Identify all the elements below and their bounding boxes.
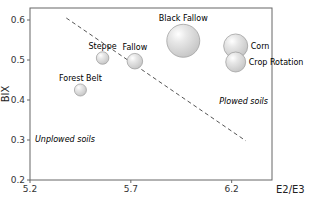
bubble (96, 52, 109, 65)
group-label: Unplowed soils (35, 135, 95, 144)
y-tick (27, 180, 30, 181)
y-axis-label: BIX (0, 86, 11, 103)
x-tick (231, 180, 232, 183)
y-tick (27, 140, 30, 141)
y-tick (27, 60, 30, 61)
bubble-label: Steppe (88, 42, 116, 51)
y-tick (27, 20, 30, 21)
plot-frame (30, 8, 272, 180)
bubble-label: Forest Belt (59, 74, 102, 83)
bubble (127, 53, 143, 69)
bubble-label: Corn (251, 42, 270, 51)
bubble-label: Crop Rotation (249, 58, 304, 67)
bubble-label: Fallow (123, 43, 148, 52)
y-tick (27, 100, 30, 101)
x-axis-label: E2/E3 (276, 184, 305, 195)
x-tick (130, 180, 131, 183)
x-tick-label: 6.2 (225, 184, 239, 194)
y-tick-label: 0.5 (11, 55, 25, 65)
x-tick-label: 5.2 (23, 184, 37, 194)
bubble (226, 52, 246, 72)
bubble-label: Black Fallow (159, 14, 208, 23)
group-label: Plowed soils (219, 97, 268, 106)
y-tick-label: 0.4 (11, 95, 26, 105)
bubble (74, 84, 86, 96)
x-tick-label: 5.7 (124, 184, 138, 194)
y-tick-label: 0.3 (11, 135, 25, 145)
bubble (167, 24, 200, 57)
labels: Forest Belt Steppe Fallow Black Fallow Corn C… (35, 14, 303, 144)
y-tick-label: 0.6 (11, 15, 26, 25)
y-tick-label: 0.2 (11, 175, 25, 185)
chart: 5.2 5.7 6.2 0.2 0.3 0.4 0.5 0.6 BIX E2/E3 Forest B… (0, 0, 312, 204)
